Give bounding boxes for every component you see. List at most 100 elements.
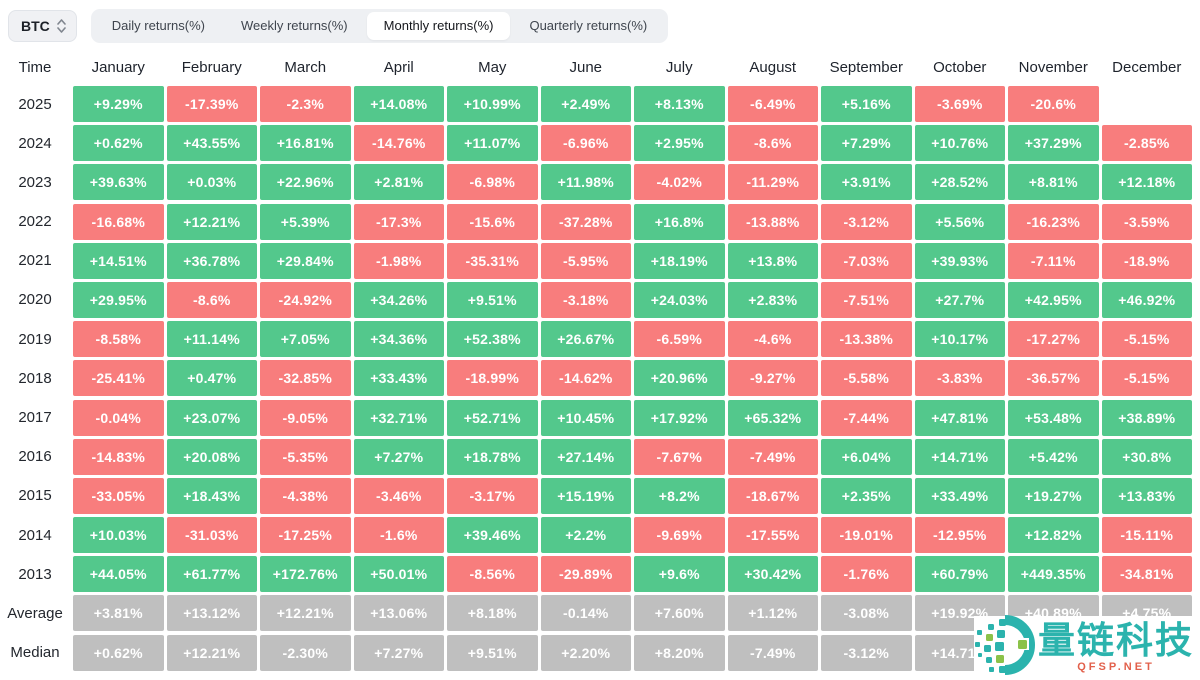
return-cell: +27.14%: [540, 438, 631, 475]
return-cell: +53.48%: [1008, 399, 1099, 436]
return-cell: +29.95%: [73, 281, 164, 318]
table-row-2017: 2017 -0.04% +23.07% -9.05% +32.71% +52.71% +10…: [0, 399, 1192, 436]
return-cell: +18.19%: [634, 242, 725, 279]
return-cell: +23.07%: [166, 399, 257, 436]
return-cell: +46.92%: [1101, 281, 1192, 318]
table-row-2018: 2018 -25.41% +0.47% -32.85% +33.43% -18.99% -1…: [0, 360, 1192, 397]
month-header-june: June: [569, 59, 603, 76]
return-cell: +12.21%: [260, 595, 351, 632]
row-label: 2018: [18, 369, 52, 387]
return-cell: -8.58%: [73, 321, 164, 358]
return-cell: +34.36%: [353, 321, 444, 358]
return-cell: +11.98%: [540, 164, 631, 201]
returns-table-body: 2025 +9.29% -17.39% -2.3% +14.08% +10.99% +2.4…: [0, 86, 1192, 671]
return-cell: -7.51%: [821, 281, 912, 318]
return-cell: +37.29%: [1008, 125, 1099, 162]
return-cell: -20.6%: [1008, 86, 1099, 122]
return-cell: +8.18%: [447, 595, 538, 632]
return-cell: -12.95%: [914, 517, 1005, 554]
return-cell: +9.29%: [73, 86, 164, 122]
table-row-2013: 2013 +44.05% +61.77% +172.76% +50.01% -8.56% -…: [0, 556, 1192, 593]
return-cell: -15.6%: [447, 203, 538, 240]
return-cell: -37.28%: [540, 203, 631, 240]
return-cell: -31.03%: [166, 517, 257, 554]
returns-table-header: Time January February March April May June Jul…: [0, 49, 1192, 86]
return-cell: -17.25%: [260, 517, 351, 554]
return-cell: +33.49%: [914, 477, 1005, 514]
tab-weekly-returns[interactable]: Weekly returns(%): [240, 18, 348, 34]
return-cell: +16.81%: [260, 125, 351, 162]
return-cell: +5.16%: [821, 86, 912, 122]
tab-monthly-returns[interactable]: Monthly returns(%): [366, 12, 511, 40]
return-cell: +13.12%: [166, 595, 257, 632]
return-cell: -1.98%: [353, 242, 444, 279]
row-label: Average: [7, 604, 63, 622]
row-label: 2023: [18, 173, 52, 191]
return-cell: +9.6%: [634, 556, 725, 593]
return-cell: +65.32%: [727, 399, 818, 436]
return-cell: -15.11%: [1101, 517, 1192, 554]
month-header-july: July: [665, 59, 693, 76]
return-cell: -17.39%: [166, 86, 257, 122]
month-header-april: April: [383, 59, 414, 76]
returns-table: Time January February March April May June Jul…: [0, 49, 1200, 671]
return-cell: -3.17%: [447, 477, 538, 514]
return-cell: +0.62%: [73, 634, 164, 671]
return-cell: +12.21%: [166, 203, 257, 240]
asset-selector[interactable]: BTC: [8, 10, 77, 42]
table-row-2019: 2019 -8.58% +11.14% +7.05% +34.36% +52.38% +26…: [0, 321, 1192, 358]
return-cell: -3.83%: [914, 360, 1005, 397]
return-cell: +22.96%: [260, 164, 351, 201]
month-header-march: March: [284, 59, 327, 76]
watermark-logo-icon: [975, 615, 1035, 680]
month-header-december: December: [1112, 59, 1182, 76]
row-label: Median: [10, 644, 60, 662]
return-cell: +12.82%: [1008, 517, 1099, 554]
month-header-february: February: [181, 59, 242, 76]
return-cell: +50.01%: [353, 556, 444, 593]
return-cell: -16.68%: [73, 203, 164, 240]
return-cell: -7.11%: [1008, 242, 1099, 279]
return-cell: +12.18%: [1101, 164, 1192, 201]
month-header-november: November: [1018, 59, 1088, 76]
return-cell: +15.19%: [540, 477, 631, 514]
return-cell: +8.2%: [634, 477, 725, 514]
return-cell: +0.47%: [166, 360, 257, 397]
watermark-text: 量链科技 QFSP.NET: [1038, 621, 1194, 673]
return-cell: +9.51%: [447, 634, 538, 671]
return-cell: +3.91%: [821, 164, 912, 201]
return-cell: -17.3%: [353, 203, 444, 240]
watermark: 量链科技 QFSP.NET: [974, 615, 1200, 680]
return-cell: -8.56%: [447, 556, 538, 593]
return-cell: -29.89%: [540, 556, 631, 593]
row-label: 2016: [18, 448, 52, 466]
tab-quarterly-returns[interactable]: Quarterly returns(%): [529, 18, 648, 34]
return-cell: -3.08%: [821, 595, 912, 632]
return-cell: -3.12%: [821, 203, 912, 240]
return-cell: -24.92%: [260, 281, 351, 318]
return-cell: -4.02%: [634, 164, 725, 201]
row-label: 2021: [18, 252, 52, 270]
return-cell: +5.42%: [1008, 438, 1099, 475]
return-cell: +7.05%: [260, 321, 351, 358]
return-cell: +18.78%: [447, 438, 538, 475]
return-cell: -9.27%: [727, 360, 818, 397]
return-cell: +52.71%: [447, 399, 538, 436]
return-cell: -25.41%: [73, 360, 164, 397]
return-cell: +28.52%: [914, 164, 1005, 201]
return-cell: +7.27%: [353, 438, 444, 475]
return-cell: -3.59%: [1101, 203, 1192, 240]
return-cell: +10.76%: [914, 125, 1005, 162]
tab-daily-returns[interactable]: Daily returns(%): [111, 18, 205, 34]
return-cell: +2.83%: [727, 281, 818, 318]
table-row-2015: 2015 -33.05% +18.43% -4.38% -3.46% -3.17% +15.…: [0, 477, 1192, 514]
month-header-may: May: [478, 59, 507, 76]
return-cell: -14.83%: [73, 438, 164, 475]
return-cell: +24.03%: [634, 281, 725, 318]
return-cell: -14.62%: [540, 360, 631, 397]
row-label: 2022: [18, 213, 52, 231]
return-cell: +10.17%: [914, 321, 1005, 358]
return-cell: -5.15%: [1101, 321, 1192, 358]
month-header-january: January: [91, 59, 145, 76]
watermark-site: QFSP.NET: [1077, 660, 1155, 673]
